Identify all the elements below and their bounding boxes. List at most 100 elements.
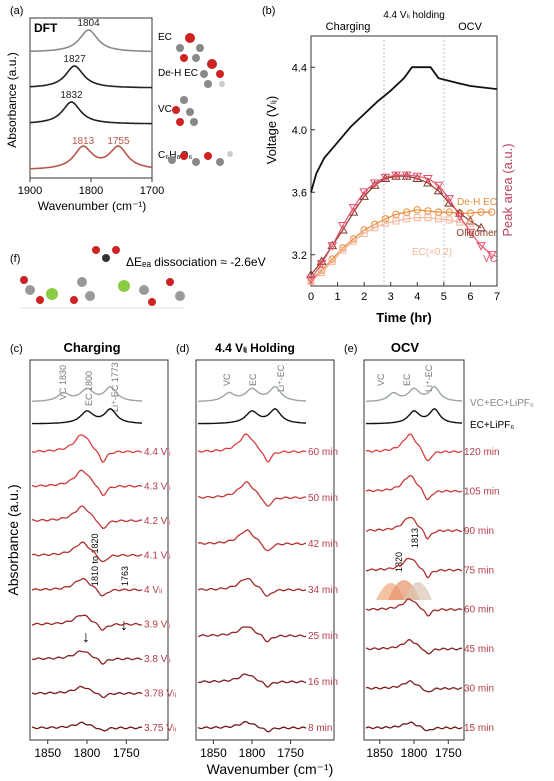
panel-c-xticks: 1850 1800 1750 <box>34 740 140 760</box>
trace-label: 105 min <box>464 486 500 497</box>
xtick-label: 1800 <box>74 746 101 760</box>
trace-label: 8 min <box>308 723 332 734</box>
point <box>391 171 401 181</box>
trace-spectrum <box>365 680 463 693</box>
point <box>401 171 412 181</box>
arrow-down-icon: ↓ <box>82 629 90 646</box>
trace-label: 42 min <box>308 539 338 550</box>
trace-label: 3.75 Vₗᵢ <box>144 723 177 734</box>
point <box>328 257 336 265</box>
xtick-label: 4 <box>414 291 420 303</box>
trace-spectrum <box>197 673 307 688</box>
panel-e-xticks: 1850 1800 1750 <box>366 740 462 760</box>
point <box>306 275 316 285</box>
ytick-label: 4.0 <box>292 125 307 137</box>
point <box>338 222 348 231</box>
panel-d: (d) 4.4 Vₗᵢ Holding VC EC Li⁺-EC 60 min 5… <box>176 341 338 760</box>
trace-label: 4.4 Vₗᵢ <box>144 447 171 458</box>
peak-label: 1827 <box>63 54 86 65</box>
panel-d-spectra <box>197 385 307 733</box>
trace-spectrum <box>197 720 307 733</box>
xtick-label: 1850 <box>34 746 61 760</box>
annotation-1810-1820: 1810 to 1820 <box>90 533 100 586</box>
series-line <box>310 217 471 282</box>
panel-e: (e) OCV VC EC Li⁺-EC VC+EC+LiPF₆ EC+LiPF… <box>344 340 534 760</box>
ytick-label: 4.4 <box>292 62 307 74</box>
panel-b-letter: (b) <box>262 5 275 17</box>
voltage-line <box>310 66 498 193</box>
trace-label: 50 min <box>308 493 338 504</box>
ref-ec-e: EC <box>402 373 412 386</box>
panel-d-frame <box>195 359 335 741</box>
point <box>359 188 370 197</box>
panel-f-letter: (f) <box>10 253 20 265</box>
trace-label: 4.2 Vₗᵢ <box>144 516 171 527</box>
trace-label: 4 Vₗᵢ <box>144 585 163 596</box>
trace-spectrum <box>197 433 307 463</box>
trace-spectrum <box>31 721 143 732</box>
fit-shading <box>376 580 432 600</box>
phase-label-holding: 4.4 Vₗᵢ holding <box>383 10 445 21</box>
trace-label: 120 min <box>464 447 500 458</box>
point <box>435 215 443 223</box>
panel-d-title: 4.4 Vₗᵢ Holding <box>215 341 295 355</box>
point <box>477 208 485 216</box>
point <box>392 210 400 219</box>
panel-f-equation: ΔEₑₐ dissociation ≈ -2.6eV <box>126 255 266 269</box>
point <box>413 214 421 222</box>
annotation-1820: 1820 <box>394 552 404 572</box>
legend-deh-ec: De-H EC <box>457 197 497 208</box>
point <box>466 219 474 227</box>
panel-c-trace-labels: 4.4 Vₗᵢ 4.3 Vₗᵢ 4.2 Vₗᵢ 4.1 Vₗᵢ 4 Vₗᵢ 3.9 Vₗᵢ… <box>144 447 177 734</box>
point <box>465 228 476 238</box>
point <box>433 185 444 195</box>
species-label: VC <box>158 104 172 115</box>
reference-spectrum <box>198 408 307 425</box>
trace-label: 90 min <box>464 526 494 537</box>
arrow-down-icon-2: ↓ <box>120 617 128 634</box>
reference-spectrum <box>366 408 463 425</box>
spectrum-3 <box>29 145 153 170</box>
point <box>402 208 411 216</box>
xtick-label: 1800 <box>79 185 103 197</box>
trace-spectrum <box>365 598 463 617</box>
trace-label: 45 min <box>464 644 494 655</box>
xtick-label: 7 <box>494 291 500 303</box>
series-line <box>310 175 482 276</box>
species-label: C₆H₈O₆ <box>158 150 192 161</box>
trace-label: 16 min <box>308 677 338 688</box>
slab-structure-icon <box>20 246 185 309</box>
trace-spectrum <box>365 721 463 732</box>
point <box>423 174 433 184</box>
panel-a-species-labels: EC De-H EC VC C₆H₈O₆ <box>158 32 198 161</box>
panel-a-xlabel: Wavenumber (cm⁻¹) <box>38 199 147 213</box>
reference-spectrum <box>31 385 143 402</box>
point <box>433 181 444 191</box>
panel-a-xticks: 1900 1800 1700 <box>18 178 164 197</box>
ref-ec-d: EC <box>248 373 258 386</box>
point <box>316 260 327 269</box>
point <box>486 251 497 260</box>
point <box>476 242 486 251</box>
panel-c-ylabel: Absorbance (a.u.) <box>5 484 21 595</box>
xtick-label: 2 <box>361 291 367 303</box>
annotation-1813: 1813 <box>410 528 420 548</box>
legend-ec-lipf6: EC+LiPF₆ <box>470 420 514 431</box>
trace-spectrum <box>31 469 143 497</box>
annotation-1763: 1763 <box>120 566 130 586</box>
xtick-label: 1 <box>335 291 341 303</box>
peak-label: 1755 <box>107 136 130 147</box>
xtick-label: 1900 <box>18 185 42 197</box>
peak-label: 1813 <box>72 136 95 147</box>
panel-f: (f) ΔEₑₐ dissociation ≈ -2.6eV <box>10 246 266 309</box>
reference-spectrum <box>365 385 463 402</box>
xtick-label: 1700 <box>140 185 164 197</box>
xtick-label: 1750 <box>435 746 462 760</box>
xtick-label: 1850 <box>200 746 227 760</box>
molecule-vc-icon <box>172 96 198 126</box>
point <box>306 269 316 279</box>
point <box>360 229 368 237</box>
point <box>339 246 347 254</box>
panel-c-spectra <box>31 385 143 732</box>
